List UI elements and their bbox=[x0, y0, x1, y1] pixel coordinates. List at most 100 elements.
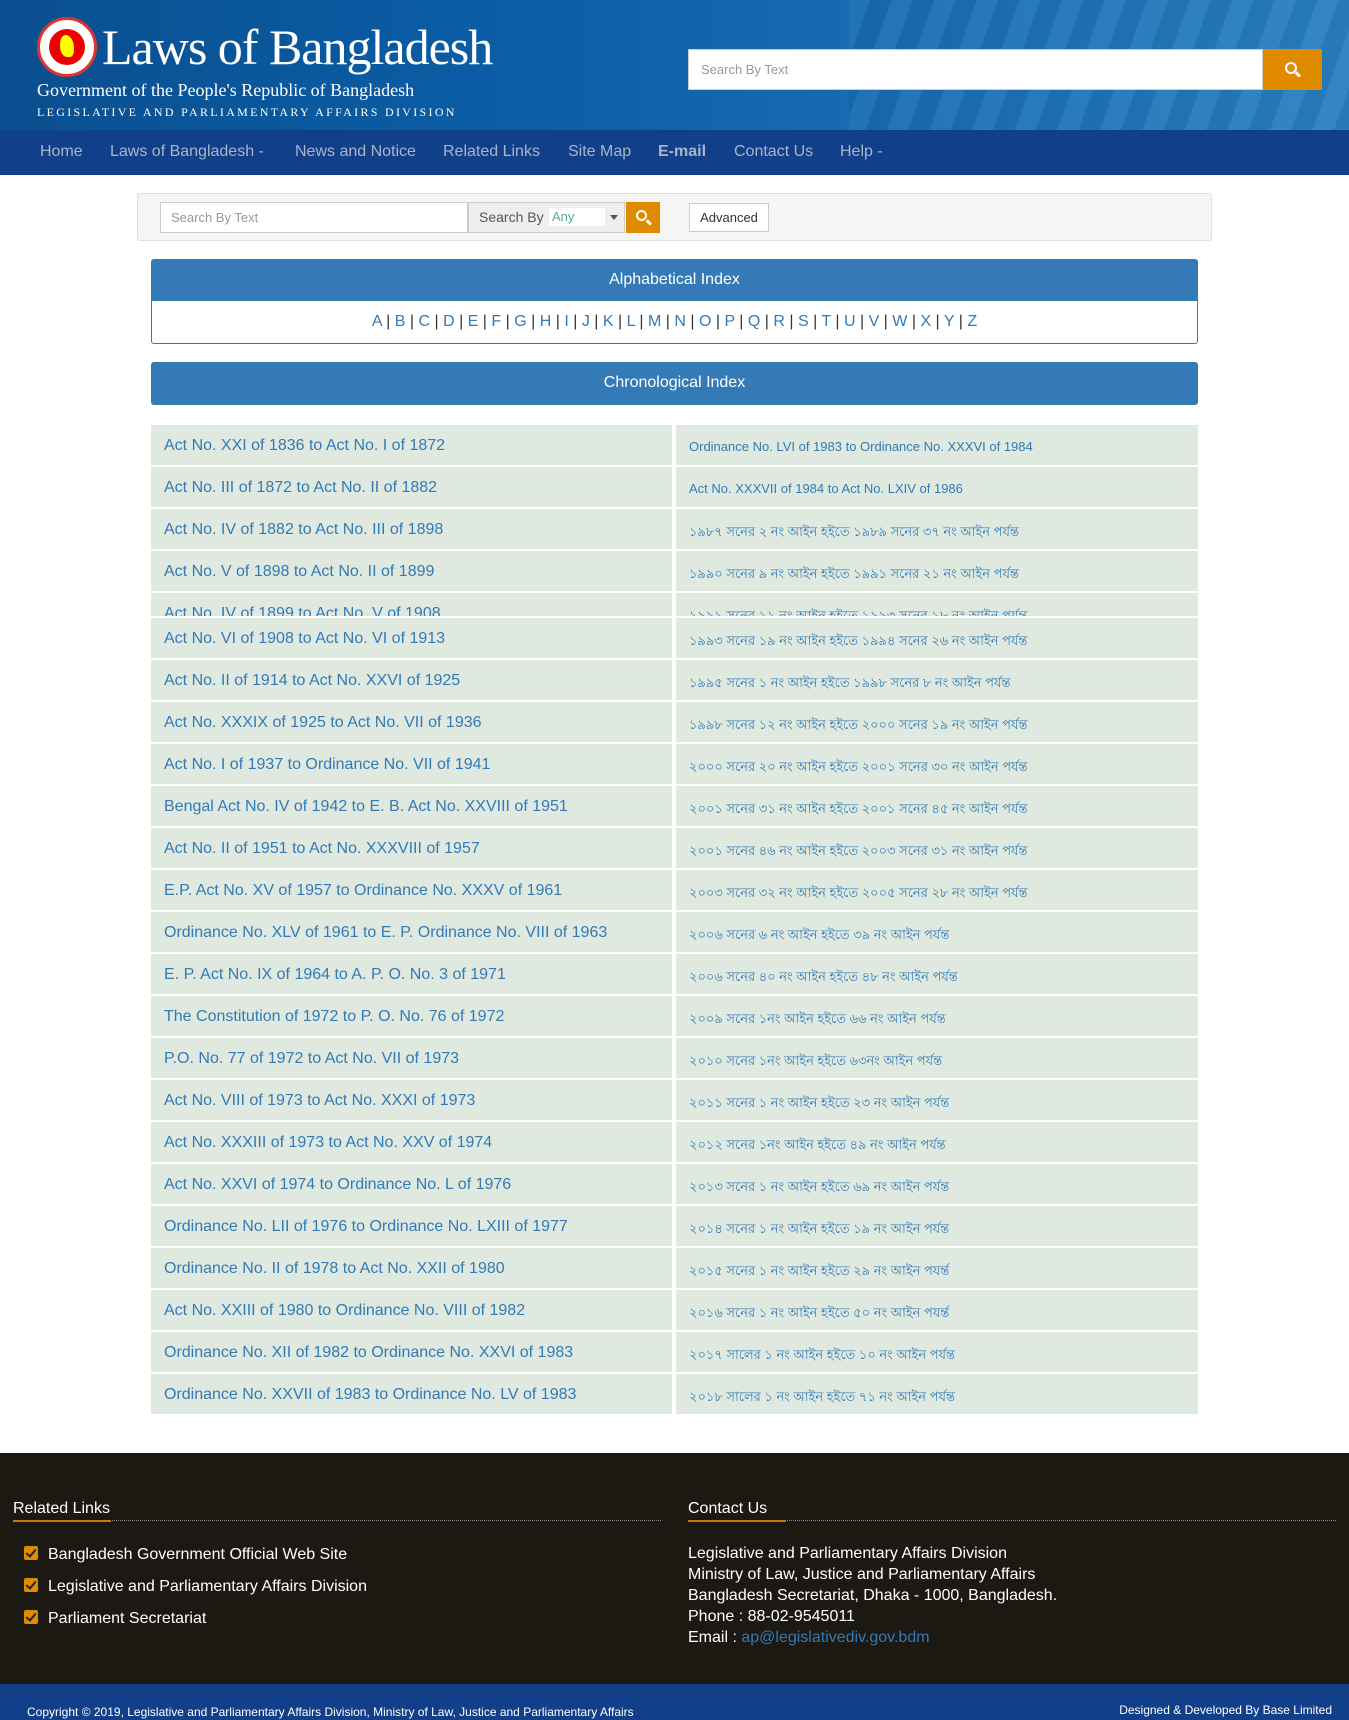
letter-link-h[interactable]: H bbox=[539, 313, 552, 330]
footer-link[interactable]: Parliament Secretariat bbox=[24, 1610, 206, 1628]
letter-link-a[interactable]: A bbox=[371, 313, 382, 330]
separator: | bbox=[830, 313, 844, 330]
chronological-link-left[interactable]: Act No. I of 1937 to Ordinance No. VII o… bbox=[151, 744, 674, 784]
chronological-link-left[interactable]: Act No. VI of 1908 to Act No. VI of 1913 bbox=[151, 618, 674, 658]
header-search-input[interactable]: Search By Text bbox=[688, 49, 1263, 90]
letter-link-d[interactable]: D bbox=[443, 313, 455, 330]
letter-link-u[interactable]: U bbox=[843, 313, 856, 330]
chronological-link-right[interactable]: Act No. XXXVII of 1984 to Act No. LXIV o… bbox=[676, 467, 1198, 507]
nav-news-and-notice[interactable]: News and Notice bbox=[295, 143, 416, 160]
search-input[interactable]: Search By Text bbox=[160, 202, 468, 233]
search-by-select[interactable]: Search By Any bbox=[468, 202, 625, 233]
letter-link-g[interactable]: G bbox=[514, 313, 527, 330]
chronological-link-left[interactable]: The Constitution of 1972 to P. O. No. 76… bbox=[151, 996, 674, 1036]
chronological-link-left[interactable]: P.O. No. 77 of 1972 to Act No. VII of 19… bbox=[151, 1038, 674, 1078]
chronological-link-left[interactable]: Act No. XXI of 1836 to Act No. I of 1872 bbox=[151, 425, 674, 465]
letter-link-q[interactable]: Q bbox=[747, 313, 761, 330]
chronological-link-left[interactable]: Act No. II of 1914 to Act No. XXVI of 19… bbox=[151, 660, 674, 700]
letter-link-l[interactable]: L bbox=[626, 313, 635, 330]
letter-link-m[interactable]: M bbox=[647, 313, 662, 330]
letter-link-s[interactable]: S bbox=[797, 313, 809, 330]
chronological-link-right[interactable]: Ordinance No. LVI of 1983 to Ordinance N… bbox=[676, 425, 1198, 465]
chronological-link-right[interactable]: ২০০৬ সনের ৪০ নং আইন হইতে ৪৮ নং আইন পর্যন… bbox=[676, 954, 1198, 994]
chronological-link-right[interactable]: ২০১০ সনের ১নং আইন হইতে ৬৩নং আইন পর্যন্ত bbox=[676, 1038, 1198, 1078]
letter-link-y[interactable]: Y bbox=[943, 313, 955, 330]
chronological-link-right[interactable]: ২০০০ সনের ২০ নং আইন হইতে ২০০১ সনের ৩০ নং… bbox=[676, 744, 1198, 784]
chronological-link-left[interactable]: Act No. XXXIX of 1925 to Act No. VII of … bbox=[151, 702, 674, 742]
footer-link-label[interactable]: Bangladesh Government Official Web Site bbox=[48, 1546, 348, 1563]
chronological-link-left[interactable]: E.P. Act No. XV of 1957 to Ordinance No.… bbox=[151, 870, 674, 910]
chronological-link-right[interactable]: ২০০৬ সনের ৬ নং আইন হইতে ৩৯ নং আইন পর্যন্… bbox=[676, 912, 1198, 952]
chronological-link-right[interactable]: ১৯৯০ সনের ৯ নং আইন হইতে ১৯৯১ সনের ২১ নং … bbox=[676, 551, 1198, 591]
search-by-value[interactable]: Any bbox=[549, 208, 605, 226]
nav-laws-of-bangladesh[interactable]: Laws of Bangladesh - bbox=[110, 143, 264, 160]
designer-credit[interactable]: Designed & Developed By Base Limited bbox=[1119, 1703, 1332, 1717]
letter-link-w[interactable]: W bbox=[892, 313, 908, 330]
letter-link-k[interactable]: K bbox=[602, 313, 614, 330]
chronological-link-left[interactable]: Act No. XXXIII of 1973 to Act No. XXV of… bbox=[151, 1122, 674, 1162]
letter-link-r[interactable]: R bbox=[773, 313, 785, 330]
chronological-link-left[interactable]: Ordinance No. XXVII of 1983 to Ordinance… bbox=[151, 1374, 674, 1414]
letter-link-i[interactable]: I bbox=[564, 313, 569, 330]
chronological-link-right[interactable]: ২০১৪ সনের ১ নং আইন হইতে ১৯ নং আইন পর্যন্… bbox=[676, 1206, 1198, 1246]
footer-link[interactable]: Legislative and Parliamentary Affairs Di… bbox=[24, 1578, 367, 1596]
footer-link[interactable]: Bangladesh Government Official Web Site bbox=[24, 1546, 347, 1564]
chronological-link-left[interactable]: Ordinance No. LII of 1976 to Ordinance N… bbox=[151, 1206, 674, 1246]
chronological-link-right[interactable]: ২০০৩ সনের ৩২ নং আইন হইতে ২০০৫ সনের ২৮ নং… bbox=[676, 870, 1198, 910]
footer-link-label[interactable]: Legislative and Parliamentary Affairs Di… bbox=[48, 1578, 367, 1595]
letter-link-j[interactable]: J bbox=[581, 313, 590, 330]
chronological-link-right[interactable]: ১৯৯১ সনের ১১ নং আইন হইতে ১৯৯৩ সনের ১৮ নং… bbox=[676, 593, 1198, 616]
letter-link-f[interactable]: F bbox=[491, 313, 502, 330]
nav-contact-us[interactable]: Contact Us bbox=[734, 143, 814, 160]
letter-link-x[interactable]: X bbox=[920, 313, 932, 330]
chronological-link-left[interactable]: Act No. XXIII of 1980 to Ordinance No. V… bbox=[151, 1290, 674, 1330]
nav-email[interactable]: E-mail bbox=[658, 143, 707, 160]
search-button[interactable] bbox=[626, 202, 660, 233]
chronological-link-left[interactable]: Act No. III of 1872 to Act No. II of 188… bbox=[151, 467, 674, 507]
chronological-link-left[interactable]: Act No. IV of 1899 to Act No. V of 1908 bbox=[151, 593, 674, 616]
chronological-link-right[interactable]: ১৯৮৭ সনের ২ নং আইন হইতে ১৯৮৯ সনের ৩৭ নং … bbox=[676, 509, 1198, 549]
chronological-link-right[interactable]: ২০১৭ সালের ১ নং আইন হইতে ১০ নং আইন পর্যন… bbox=[676, 1332, 1198, 1372]
letter-link-e[interactable]: E bbox=[467, 313, 479, 330]
nav-site-map[interactable]: Site Map bbox=[568, 143, 632, 160]
nav-related-links[interactable]: Related Links bbox=[443, 143, 540, 160]
chronological-link-right[interactable]: ১৯৯৮ সনের ১২ নং আইন হইতে ২০০০ সনের ১৯ নং… bbox=[676, 702, 1198, 742]
letter-link-p[interactable]: P bbox=[724, 313, 735, 330]
letter-link-n[interactable]: N bbox=[674, 313, 686, 330]
chronological-link-left[interactable]: E. P. Act No. IX of 1964 to A. P. O. No.… bbox=[151, 954, 674, 994]
chronological-link-left[interactable]: Act No. V of 1898 to Act No. II of 1899 bbox=[151, 551, 674, 591]
chronological-link-left[interactable]: Ordinance No. II of 1978 to Act No. XXII… bbox=[151, 1248, 674, 1288]
email-link[interactable]: ap@legislativediv.gov.bdm bbox=[741, 1629, 930, 1646]
chronological-link-right[interactable]: ২০১৬ সনের ১ নং আইন হইতে ৫০ নং আইন পযর্ন্… bbox=[676, 1290, 1198, 1330]
letter-link-t[interactable]: T bbox=[821, 313, 831, 330]
advanced-search-button[interactable]: Advanced bbox=[689, 203, 769, 232]
chronological-link-left[interactable]: Ordinance No. XII of 1982 to Ordinance N… bbox=[151, 1332, 674, 1372]
nav-help[interactable]: Help - bbox=[840, 143, 883, 160]
letter-link-b[interactable]: B bbox=[394, 313, 406, 330]
chronological-link-right[interactable]: ১৯৯৫ সনের ১ নং আইন হইতে ১৯৯৮ সনের ৮ নং আ… bbox=[676, 660, 1198, 700]
chronological-link-left[interactable]: Act No. II of 1951 to Act No. XXXVIII of… bbox=[151, 828, 674, 868]
government-seal-logo[interactable] bbox=[37, 17, 97, 77]
chronological-link-right[interactable]: ২০১৩ সনের ১ নং আইন হইতে ৬৯ নং আইন পর্যন্… bbox=[676, 1164, 1198, 1204]
chronological-link-right[interactable]: ২০০১ সনের ৪৬ নং আইন হইতে ২০০৩ সনের ৩১ নং… bbox=[676, 828, 1198, 868]
chronological-link-right[interactable]: ২০১৫ সনের ১ নং আইন হইতে ২৯ নং আইন পযর্ন্… bbox=[676, 1248, 1198, 1288]
chronological-link-left[interactable]: Act No. IV of 1882 to Act No. III of 189… bbox=[151, 509, 674, 549]
chronological-link-right[interactable]: ২০০১ সনের ৩১ নং আইন হইতে ২০০১ সনের ৪৫ নং… bbox=[676, 786, 1198, 826]
chronological-link-right[interactable]: ২০০৯ সনের ১নং আইন হইতে ৬৬ নং আইন পর্যন্ত bbox=[676, 996, 1198, 1036]
chronological-link-right[interactable]: ১৯৯৩ সনের ১৯ নং আইন হইতে ১৯৯৪ সনের ২৬ নং… bbox=[676, 618, 1198, 658]
chronological-link-left[interactable]: Ordinance No. XLV of 1961 to E. P. Ordin… bbox=[151, 912, 674, 952]
chronological-link-left[interactable]: Act No. XXVI of 1974 to Ordinance No. L … bbox=[151, 1164, 674, 1204]
letter-link-c[interactable]: C bbox=[418, 313, 431, 330]
chronological-link-right[interactable]: ২০১৮ সালের ১ নং আইন হইতে ৭১ নং আইন পর্যন… bbox=[676, 1374, 1198, 1414]
chronological-link-left[interactable]: Bengal Act No. IV of 1942 to E. B. Act N… bbox=[151, 786, 674, 826]
header-search-button[interactable] bbox=[1263, 49, 1322, 90]
chronological-link-left[interactable]: Act No. VIII of 1973 to Act No. XXXI of … bbox=[151, 1080, 674, 1120]
chronological-link-right[interactable]: ২০১২ সনের ১নং আইন হইতে ৪৯ নং আইন পর্যন্ত bbox=[676, 1122, 1198, 1162]
letter-link-o[interactable]: O bbox=[698, 313, 712, 330]
letter-link-v[interactable]: V bbox=[868, 313, 880, 330]
footer-link-label[interactable]: Parliament Secretariat bbox=[48, 1610, 207, 1627]
site-title[interactable]: Laws of Bangladesh bbox=[102, 19, 493, 75]
chronological-link-right[interactable]: ২০১১ সনের ১ নং আইন হইতে ২৩ নং আইন পর্যন্… bbox=[676, 1080, 1198, 1120]
nav-home[interactable]: Home bbox=[40, 143, 83, 160]
letter-link-z[interactable]: Z bbox=[967, 313, 978, 330]
